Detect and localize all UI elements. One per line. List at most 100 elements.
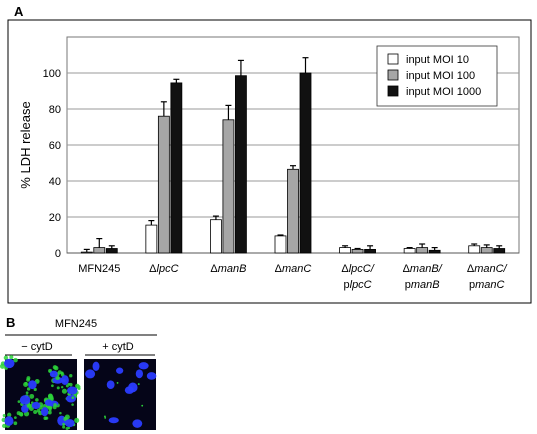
nucleus bbox=[138, 362, 149, 370]
nucleus bbox=[135, 369, 144, 379]
y-axis-label: % LDH release bbox=[18, 101, 33, 188]
bacteria-spot bbox=[35, 398, 39, 402]
x-tick-label-plasmid: p bbox=[405, 279, 411, 291]
nucleus bbox=[44, 399, 53, 406]
bacteria-spot bbox=[36, 408, 41, 413]
x-tick-label-plasmid: p bbox=[469, 279, 475, 291]
bacteria-spot bbox=[25, 391, 29, 395]
x-tick-label-main: manB/ bbox=[410, 263, 443, 275]
bacteria-spot bbox=[26, 387, 31, 391]
x-tick-label-main: manB bbox=[218, 263, 247, 275]
bacteria-spot bbox=[71, 403, 74, 406]
x-tick-label-gene: manC bbox=[475, 279, 504, 291]
bacteria-spot bbox=[52, 405, 57, 410]
bacteria-spot bbox=[76, 384, 81, 390]
legend-swatch bbox=[387, 69, 399, 81]
bacteria-spot bbox=[29, 393, 35, 399]
x-tick-label: ΔlpcC/ bbox=[341, 263, 374, 275]
bacteria-spot bbox=[26, 377, 30, 382]
bacteria-spot bbox=[55, 375, 60, 381]
condition-label-minus-cytd: − cytD bbox=[21, 341, 53, 353]
nucleus bbox=[52, 376, 64, 384]
x-tick-label-prefix: Δ bbox=[210, 263, 218, 275]
x-tick-label-main: lpcC bbox=[157, 263, 179, 275]
bacteria-spot bbox=[61, 388, 68, 394]
nucleus bbox=[65, 394, 77, 403]
x-tick-label-plasmid: p bbox=[344, 279, 350, 291]
bar-input-moi-1000-3 bbox=[299, 72, 312, 254]
y-tick-label: 0 bbox=[55, 248, 61, 260]
bacteria-spot bbox=[62, 425, 66, 429]
bacteria-spot bbox=[33, 409, 38, 414]
error-bars bbox=[83, 57, 503, 253]
bacteria-spot bbox=[47, 410, 52, 415]
bar-input-moi-10-5 bbox=[403, 248, 416, 254]
bar-input-moi-1000-5 bbox=[428, 249, 441, 254]
bar-input-moi-1000-1 bbox=[170, 82, 183, 254]
bacteria-spot bbox=[60, 386, 64, 389]
bacteria-spot bbox=[19, 412, 24, 417]
micrograph-plus-cytd bbox=[84, 359, 157, 430]
nucleus bbox=[124, 386, 134, 394]
nucleus bbox=[92, 361, 100, 371]
y-tick-label: 80 bbox=[49, 104, 61, 116]
x-tick-label-main: manC/ bbox=[474, 263, 507, 275]
bacteria-spot bbox=[17, 400, 21, 404]
bacteria-spot bbox=[26, 405, 30, 408]
nucleus bbox=[4, 416, 14, 426]
y-tick-label: 40 bbox=[49, 176, 61, 188]
x-tick-label: ΔlpcC bbox=[149, 263, 178, 275]
x-tick-label: ΔmanB/ bbox=[403, 263, 443, 275]
nucleus bbox=[31, 401, 41, 410]
x-tick-label-prefix: Δ bbox=[403, 263, 411, 275]
legend: input MOI 10 input MOI 100 input MOI 1000 bbox=[376, 45, 498, 107]
nucleus bbox=[85, 369, 96, 379]
legend-label: input MOI 100 bbox=[406, 70, 475, 82]
nucleus bbox=[146, 372, 157, 380]
x-tick-label-gene: lpcC bbox=[350, 279, 372, 291]
nucleus bbox=[116, 367, 124, 374]
bacteria-spot bbox=[71, 396, 75, 400]
bacteria-spot bbox=[67, 382, 70, 386]
nucleus bbox=[60, 375, 69, 385]
x-tick-label: ΔmanC/ bbox=[467, 263, 508, 275]
y-tick-labels: 0 20 40 60 80 100 bbox=[43, 68, 61, 260]
bacteria-spot bbox=[33, 387, 37, 392]
bacteria-spot bbox=[2, 423, 7, 429]
legend-label: input MOI 1000 bbox=[406, 86, 481, 98]
bar-input-moi-10-2 bbox=[210, 219, 222, 254]
bar-input-moi-10-1 bbox=[145, 224, 158, 254]
bacteria-spot bbox=[14, 416, 17, 419]
panel-a-letter: A bbox=[14, 4, 24, 19]
bacteria-spot bbox=[9, 355, 14, 360]
x-tick-label-line2: plpcC bbox=[344, 279, 372, 291]
x-tick-label-line2: pmanB bbox=[405, 279, 440, 291]
bacteria-spot bbox=[52, 365, 58, 370]
bacteria-spot bbox=[116, 382, 119, 384]
x-tick-label-prefix: Δ bbox=[467, 263, 475, 275]
x-tick-label-prefix: Δ bbox=[275, 263, 283, 275]
nucleus bbox=[49, 370, 58, 378]
bar-input-moi-1000-0 bbox=[105, 248, 118, 254]
y-tick-label: 20 bbox=[49, 212, 61, 224]
nucleus bbox=[132, 419, 143, 428]
bacteria-spot bbox=[13, 421, 18, 426]
x-tick-label-main: lpcC/ bbox=[349, 263, 375, 275]
bar-input-moi-1000-6 bbox=[493, 248, 506, 254]
y-tick-label: 100 bbox=[43, 68, 61, 80]
bacteria-spot bbox=[43, 416, 48, 421]
x-tick-label: ΔmanC bbox=[275, 263, 312, 275]
bacteria-spot bbox=[56, 386, 60, 390]
nucleus bbox=[21, 404, 29, 413]
bacteria-spot bbox=[59, 411, 62, 415]
panel-a-frame bbox=[7, 19, 532, 304]
micrograph-minus-cytd bbox=[0, 355, 81, 430]
legend-swatch bbox=[387, 85, 399, 97]
x-tick-label-gene: manB bbox=[411, 279, 440, 291]
bacteria-spot bbox=[2, 414, 6, 418]
bar-input-moi-10-4 bbox=[339, 247, 351, 254]
nucleus bbox=[67, 386, 78, 395]
bar-input-moi-10-6 bbox=[468, 245, 481, 254]
